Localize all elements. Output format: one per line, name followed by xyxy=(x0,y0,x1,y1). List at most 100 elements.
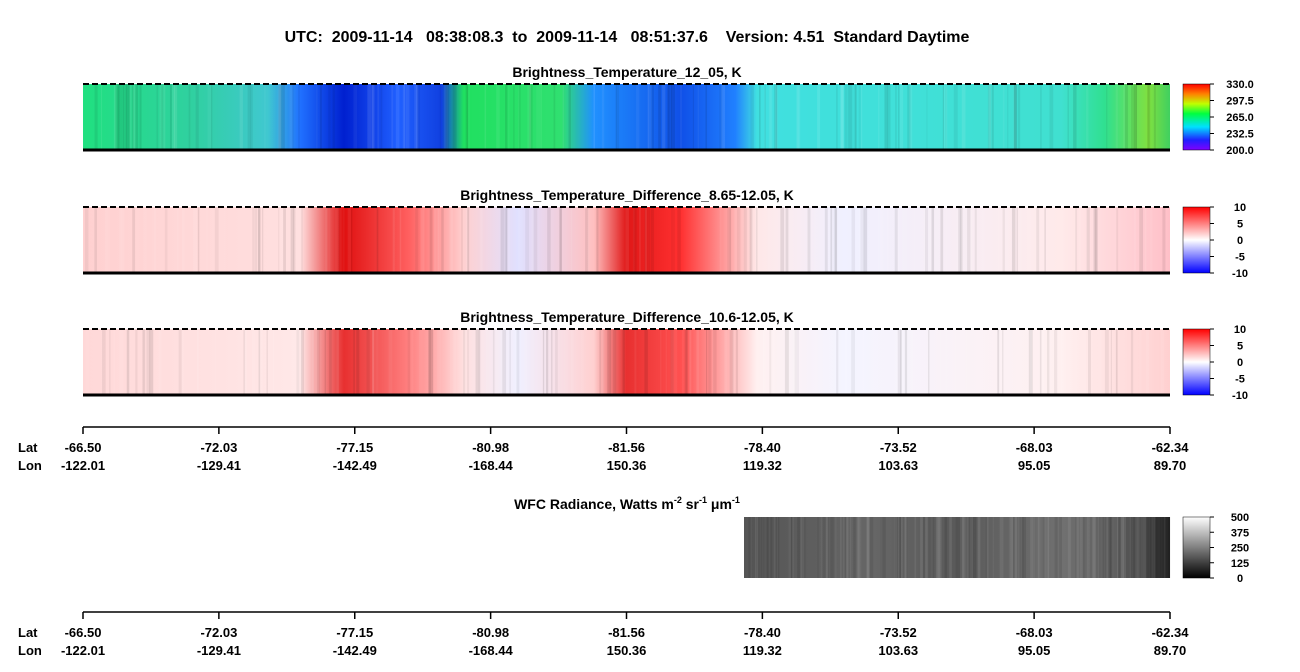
texture xyxy=(486,329,489,395)
image-strip xyxy=(83,207,1170,273)
texture xyxy=(958,517,962,578)
texture xyxy=(402,84,405,150)
texture xyxy=(293,207,296,273)
texture xyxy=(647,207,649,273)
texture xyxy=(437,207,440,273)
texture xyxy=(296,329,300,395)
texture xyxy=(261,207,264,273)
texture xyxy=(960,329,964,395)
texture xyxy=(1130,329,1134,395)
texture xyxy=(292,329,296,395)
texture xyxy=(113,329,115,395)
texture xyxy=(239,84,243,150)
texture xyxy=(775,517,779,578)
texture xyxy=(904,517,907,578)
texture xyxy=(1040,84,1042,150)
texture xyxy=(981,207,985,273)
texture xyxy=(743,207,747,273)
texture xyxy=(684,329,689,395)
texture xyxy=(1101,517,1105,578)
lat-label: -81.56 xyxy=(608,440,645,455)
texture xyxy=(836,207,840,273)
texture xyxy=(121,84,123,150)
texture xyxy=(974,517,978,578)
texture xyxy=(258,329,262,395)
texture xyxy=(965,329,968,395)
texture xyxy=(900,329,902,395)
texture xyxy=(1054,329,1058,395)
texture xyxy=(139,84,142,150)
texture xyxy=(825,517,828,578)
texture xyxy=(968,517,970,578)
texture xyxy=(1016,207,1018,273)
texture xyxy=(1039,517,1043,578)
texture xyxy=(135,207,140,273)
texture xyxy=(1050,207,1055,273)
texture xyxy=(774,84,778,150)
texture xyxy=(913,207,916,273)
texture xyxy=(169,84,172,150)
texture xyxy=(925,207,928,273)
texture xyxy=(499,329,504,395)
texture xyxy=(887,207,889,273)
texture xyxy=(551,329,553,395)
texture xyxy=(129,84,132,150)
colorbar-label: 250 xyxy=(1231,543,1249,555)
texture xyxy=(729,207,732,273)
texture xyxy=(897,329,901,395)
texture xyxy=(706,329,708,395)
texture xyxy=(644,207,647,273)
texture xyxy=(962,329,964,395)
texture xyxy=(319,84,322,150)
colorbar-label: 500 xyxy=(1231,512,1249,524)
texture xyxy=(119,329,124,395)
texture xyxy=(1106,517,1108,578)
texture xyxy=(764,84,766,150)
texture xyxy=(942,84,944,150)
colorbar-label: 0 xyxy=(1237,357,1243,369)
texture xyxy=(156,84,158,150)
texture xyxy=(428,329,431,395)
texture xyxy=(800,517,804,578)
texture xyxy=(802,517,806,578)
texture xyxy=(514,329,517,395)
axis-name: Lon xyxy=(18,458,42,473)
texture xyxy=(934,329,936,395)
texture xyxy=(955,517,959,578)
texture xyxy=(448,207,453,273)
lon-label: -122.01 xyxy=(61,643,105,658)
texture xyxy=(391,84,394,150)
texture xyxy=(844,329,847,395)
texture xyxy=(750,207,754,273)
texture xyxy=(1106,84,1108,150)
lon-label: -168.44 xyxy=(469,458,514,473)
texture xyxy=(773,517,776,578)
title-part: sr xyxy=(682,496,700,512)
title-part: μm xyxy=(707,496,732,512)
texture xyxy=(894,329,898,395)
texture xyxy=(988,84,992,150)
texture xyxy=(938,517,942,578)
texture xyxy=(820,517,822,578)
texture xyxy=(297,329,300,395)
texture xyxy=(671,84,675,150)
texture xyxy=(797,517,801,578)
texture xyxy=(894,207,898,273)
texture xyxy=(1010,517,1015,578)
texture xyxy=(944,517,948,578)
texture xyxy=(437,329,441,395)
texture xyxy=(927,207,932,273)
lon-label: 119.32 xyxy=(743,643,782,658)
texture xyxy=(252,207,255,273)
texture xyxy=(1002,84,1005,150)
lat-label: -62.34 xyxy=(1152,440,1190,455)
texture xyxy=(414,84,418,150)
texture xyxy=(961,84,966,150)
texture xyxy=(855,517,860,578)
texture xyxy=(517,207,521,273)
texture xyxy=(1017,84,1021,150)
texture xyxy=(1120,517,1124,578)
texture xyxy=(1140,329,1142,395)
texture xyxy=(317,329,321,395)
texture xyxy=(857,207,861,273)
